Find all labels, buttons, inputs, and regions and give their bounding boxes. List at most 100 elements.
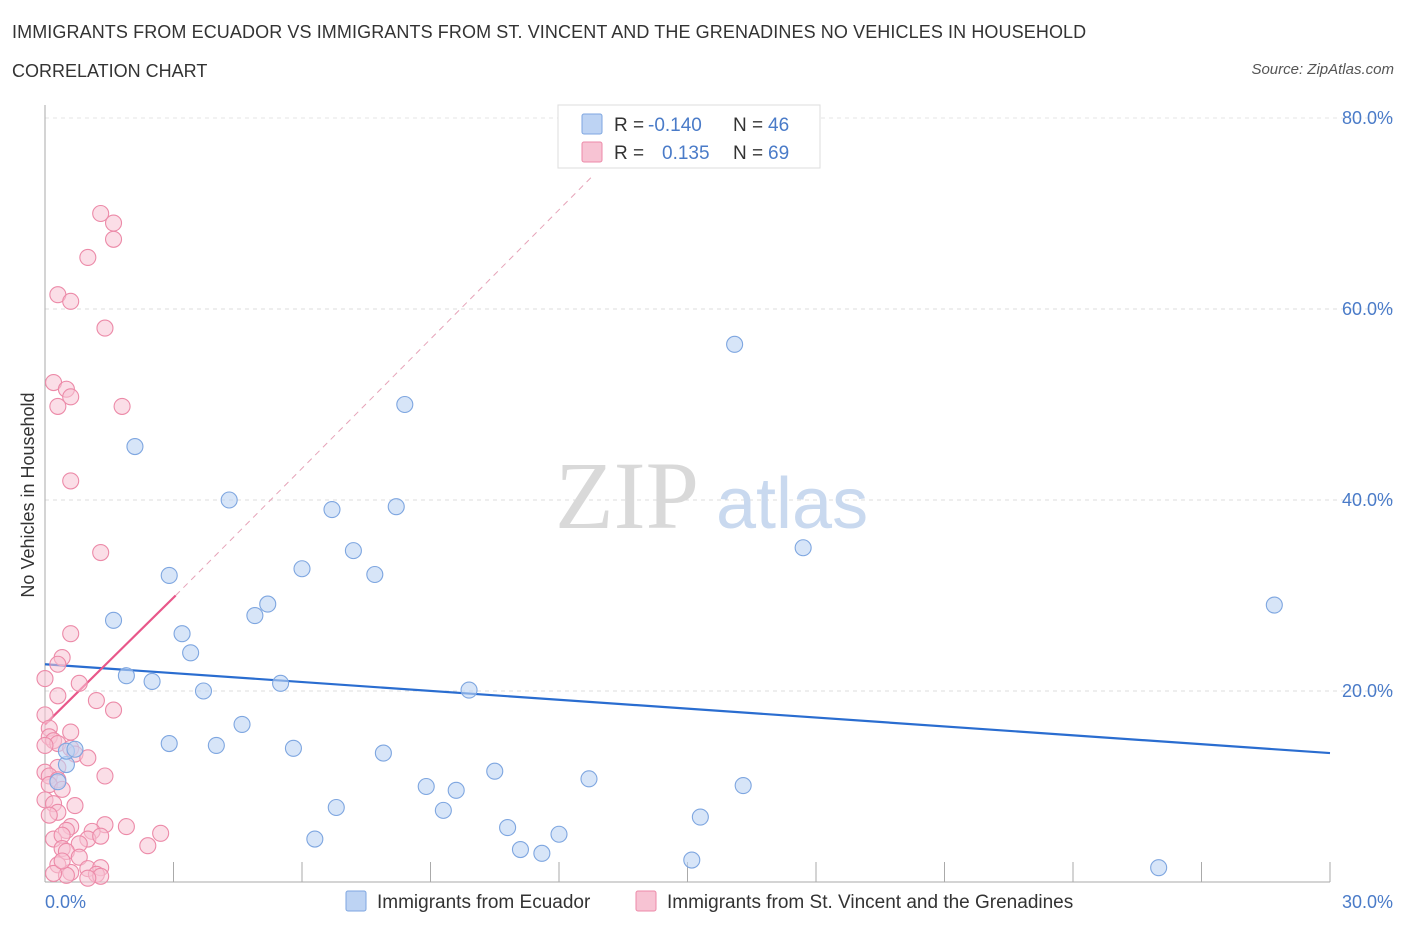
data-point-ecuador (104, 611, 123, 629)
data-point-st-vincent (104, 214, 123, 232)
data-point-st-vincent (139, 837, 157, 855)
data-point-ecuador (1150, 859, 1168, 877)
legend-r-value-ecuador: -0.140 (648, 115, 702, 136)
data-point-st-vincent (45, 864, 63, 882)
data-point-st-vincent (62, 388, 80, 406)
data-point-ecuador (1265, 596, 1283, 614)
data-point-ecuador (259, 595, 277, 613)
data-point-ecuador (173, 625, 191, 643)
trend-line-ecuador (44, 663, 1331, 755)
data-point-st-vincent (36, 670, 54, 688)
source-credit: Source: ZipAtlas.com (1251, 61, 1394, 78)
data-point-ecuador (246, 607, 264, 625)
data-point-st-vincent (152, 824, 170, 842)
trend-lines (44, 174, 1331, 755)
y-tick-label: 80.0% (1342, 108, 1393, 128)
data-point-ecuador (284, 739, 302, 757)
data-point-st-vincent (49, 397, 67, 415)
legend-r-value-st-vincent: 0.135 (662, 143, 710, 164)
data-point-st-vincent (66, 797, 84, 815)
data-point-st-vincent (92, 204, 110, 223)
stats-legend: R = -0.140 N = 46 R = 0.135 N = 69 (557, 104, 821, 169)
data-point-ecuador (233, 715, 251, 733)
y-tick-label: 60.0% (1342, 299, 1393, 319)
data-point-st-vincent (40, 806, 58, 824)
data-point-st-vincent (96, 767, 114, 785)
data-point-ecuador (293, 560, 311, 578)
data-point-ecuador (207, 736, 225, 754)
data-point-ecuador (160, 734, 178, 753)
x-tick-label-min: 0.0% (45, 892, 86, 912)
bottom-legend-swatch-ecuador (345, 890, 367, 912)
data-point-ecuador (272, 674, 290, 692)
data-point-ecuador (511, 840, 530, 859)
series-legend: Immigrants from Ecuador Immigrants from … (345, 890, 1073, 913)
data-point-ecuador (117, 667, 135, 685)
data-point-st-vincent (79, 248, 97, 266)
data-point-st-vincent (113, 397, 131, 415)
points-st-vincent (36, 204, 170, 887)
data-point-st-vincent (104, 701, 123, 719)
watermark-atlas: atlas (716, 464, 868, 544)
data-point-st-vincent (92, 827, 110, 845)
data-point-ecuador (323, 500, 341, 519)
data-point-ecuador (691, 808, 709, 826)
data-point-ecuador (726, 335, 744, 353)
data-point-ecuador (550, 825, 568, 843)
data-point-ecuador (734, 776, 752, 795)
data-point-ecuador (182, 644, 200, 662)
data-point-ecuador (794, 539, 812, 557)
y-tick-label: 40.0% (1342, 490, 1393, 510)
data-point-st-vincent (96, 319, 114, 337)
legend-swatch-st-vincent (581, 141, 603, 163)
legend-n-value-ecuador: 46 (768, 115, 789, 136)
data-point-st-vincent (49, 687, 67, 705)
data-point-ecuador (447, 781, 465, 799)
y-tick-labels: 20.0% 40.0% 60.0% 80.0% (1342, 108, 1393, 701)
x-tick-label-max: 30.0% (1342, 892, 1393, 912)
data-point-ecuador (160, 566, 178, 584)
data-point-ecuador (683, 851, 701, 869)
data-point-ecuador (306, 830, 324, 848)
trend-line-st-vincent (44, 594, 177, 726)
legend-r-label: R = (614, 115, 644, 136)
legend-n-label: N = (733, 115, 763, 136)
data-point-st-vincent (79, 869, 97, 887)
legend-swatch-ecuador (581, 113, 603, 135)
points-ecuador (49, 335, 1283, 877)
bottom-legend-swatch-st-vincent (635, 890, 657, 912)
trend-extension-st-vincent (175, 174, 594, 596)
data-point-ecuador (533, 844, 551, 862)
data-point-st-vincent (117, 818, 135, 836)
data-point-ecuador (434, 801, 452, 819)
data-point-st-vincent (87, 691, 105, 710)
legend-n-value-st-vincent: 69 (768, 143, 789, 164)
data-point-ecuador (126, 437, 144, 456)
data-point-ecuador (460, 681, 478, 699)
data-point-ecuador (66, 740, 84, 758)
legend-r-label: R = (614, 143, 644, 164)
data-point-ecuador (366, 565, 384, 584)
watermark-zip: ZIP (555, 442, 699, 549)
data-point-st-vincent (62, 625, 80, 643)
data-point-st-vincent (49, 655, 67, 673)
y-tick-label: 20.0% (1342, 681, 1393, 701)
y-axis-label: No Vehicles in Household (18, 392, 38, 597)
data-point-ecuador (143, 672, 161, 691)
gridlines (45, 117, 1393, 692)
data-point-st-vincent (70, 674, 88, 692)
data-point-st-vincent (62, 292, 80, 310)
data-point-ecuador (580, 770, 598, 788)
data-point-st-vincent (53, 852, 71, 870)
data-point-ecuador (387, 498, 405, 516)
data-point-ecuador (417, 777, 435, 796)
chart-title: IMMIGRANTS FROM ECUADOR VS IMMIGRANTS FR… (12, 22, 1087, 42)
data-point-st-vincent (104, 230, 123, 248)
data-point-ecuador (327, 798, 345, 817)
data-point-st-vincent (79, 749, 97, 767)
bottom-legend-label-st-vincent: Immigrants from St. Vincent and the Gren… (667, 892, 1073, 913)
data-point-ecuador (486, 762, 504, 780)
data-point-ecuador (374, 744, 392, 762)
chart-subtitle: CORRELATION CHART (12, 61, 208, 81)
